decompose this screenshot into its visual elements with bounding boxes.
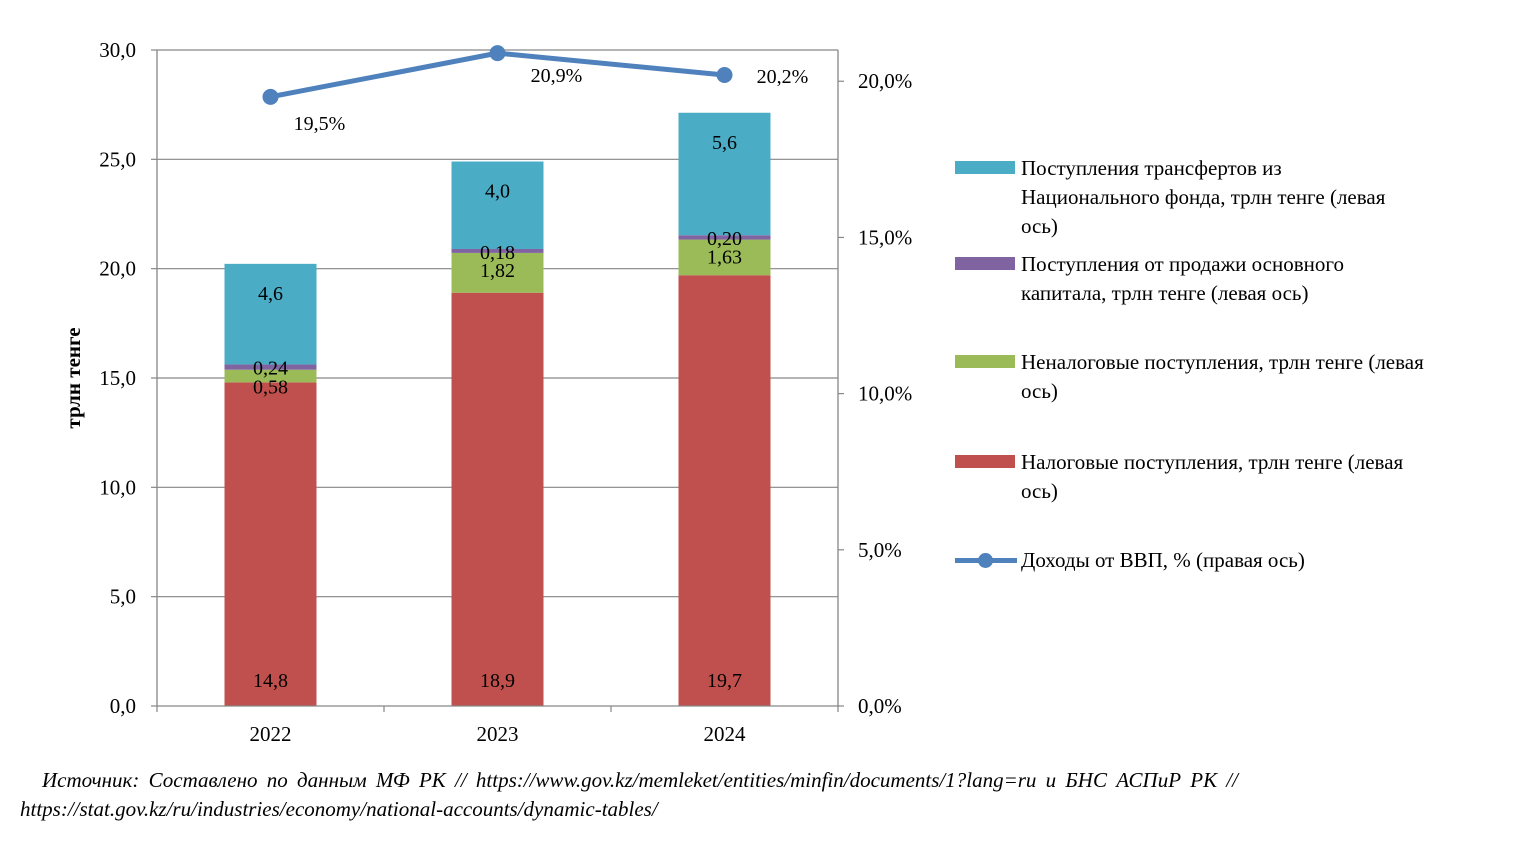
x-axis-tick-label: 2023	[477, 722, 519, 746]
legend-item-non-tax: Неналоговые поступления, трлн тенге (лев…	[955, 348, 1425, 448]
gdp-data-label: 20,2%	[757, 66, 809, 88]
data-labels: 14,8 0,580,24 4,6 18,9 1,820,18 4,0 19,7 1,630,…	[253, 65, 808, 692]
legend-label-transfers: Поступления трансфертов из Национального…	[1021, 156, 1386, 238]
x-axis-tick-label: 2024	[704, 722, 747, 746]
data-label: 19,7	[707, 670, 742, 692]
bar-series	[224, 112, 771, 706]
legend-item-transfers: Поступления трансфертов из Национального…	[955, 154, 1425, 250]
source-line-1: Источник: Составлено по данным МФ РК // …	[42, 768, 1238, 792]
bar-segment	[678, 235, 771, 240]
right-axis-tick-label: 15,0%	[858, 225, 912, 249]
data-label: 1,63	[707, 247, 742, 269]
data-label: 0,58	[253, 377, 288, 399]
y-axis-title: трлн тенге	[61, 327, 85, 428]
gdp-marker	[489, 45, 506, 62]
legend-swatch-non-tax	[955, 355, 1015, 368]
left-axis-tick-label: 20,0	[99, 257, 136, 281]
legend: Поступления трансфертов из Национального…	[955, 154, 1425, 578]
source-note: Источник: Составлено по данным МФ РК // …	[20, 766, 1460, 824]
legend-item-gdp-share: Доходы от ВВП, % (правая ось)	[955, 546, 1425, 578]
gdp-marker	[262, 88, 279, 105]
left-axis-tick-label: 25,0	[99, 147, 136, 171]
data-label: 4,6	[258, 283, 283, 305]
axes: 0,0 5,0 10,0 15,0 20,0 25,0 30,0 0,0% 5,0% 10,0% 1…	[61, 38, 912, 746]
bar-segment	[678, 275, 771, 706]
revenue-chart: 0,0 5,0 10,0 15,0 20,0 25,0 30,0 0,0% 5,0% 10,0% 1…	[61, 38, 912, 746]
data-label: 0,24	[253, 357, 288, 379]
data-label: 0,20	[707, 228, 742, 250]
left-axis-tick-label: 0,0	[110, 694, 136, 718]
gdp-marker	[716, 66, 733, 83]
bar-segment	[451, 161, 544, 249]
legend-marker-icon	[978, 553, 993, 568]
bar-segment	[678, 112, 771, 236]
legend-swatch-tax	[955, 455, 1015, 468]
data-label: 4,0	[485, 181, 510, 203]
legend-label-non-tax: Неналоговые поступления, трлн тенге (лев…	[1021, 350, 1424, 403]
left-axis-tick-label: 15,0	[99, 366, 136, 390]
right-axis-tick-label: 0,0%	[858, 694, 902, 718]
bar-segment	[224, 263, 317, 365]
left-axis-tick-label: 5,0	[110, 585, 136, 609]
legend-item-tax: Налоговые поступления, трлн тенге (левая…	[955, 448, 1425, 546]
source-line-2: https://stat.gov.kz/ru/industries/econom…	[20, 797, 658, 821]
legend-swatch-gdp-share	[955, 553, 1017, 568]
bar-segment	[451, 292, 544, 706]
data-label: 0,18	[480, 242, 515, 264]
bar-segment	[451, 252, 544, 293]
legend-label-capital-sales: Поступления от продажи основного капитал…	[1021, 252, 1344, 305]
left-axis-tick-label: 30,0	[99, 38, 136, 62]
data-label: 18,9	[480, 670, 515, 692]
bar-segment	[224, 369, 317, 383]
data-label: 5,6	[712, 132, 737, 154]
bar-segment	[224, 382, 317, 706]
bar-segment	[678, 239, 771, 276]
left-axis-tick-label: 10,0	[99, 475, 136, 499]
legend-swatch-transfers	[955, 161, 1015, 174]
data-label: 1,82	[480, 260, 515, 282]
legend-label-tax: Налоговые поступления, трлн тенге (левая…	[1021, 450, 1404, 503]
right-axis-tick-label: 20,0%	[858, 69, 912, 93]
bar-segment	[224, 364, 317, 370]
bar-segment	[451, 248, 544, 253]
gdp-line-series	[262, 45, 733, 105]
data-label: 14,8	[253, 670, 288, 692]
right-axis-tick-label: 5,0%	[858, 538, 902, 562]
legend-label-gdp-share: Доходы от ВВП, % (правая ось)	[1021, 548, 1305, 572]
x-axis-tick-label: 2022	[250, 722, 292, 746]
legend-swatch-capital-sales	[955, 257, 1015, 270]
gdp-data-label: 19,5%	[294, 113, 346, 135]
right-axis-tick-label: 10,0%	[858, 382, 912, 406]
gdp-data-label: 20,9%	[531, 65, 583, 87]
legend-item-capital-sales: Поступления от продажи основного капитал…	[955, 250, 1425, 348]
